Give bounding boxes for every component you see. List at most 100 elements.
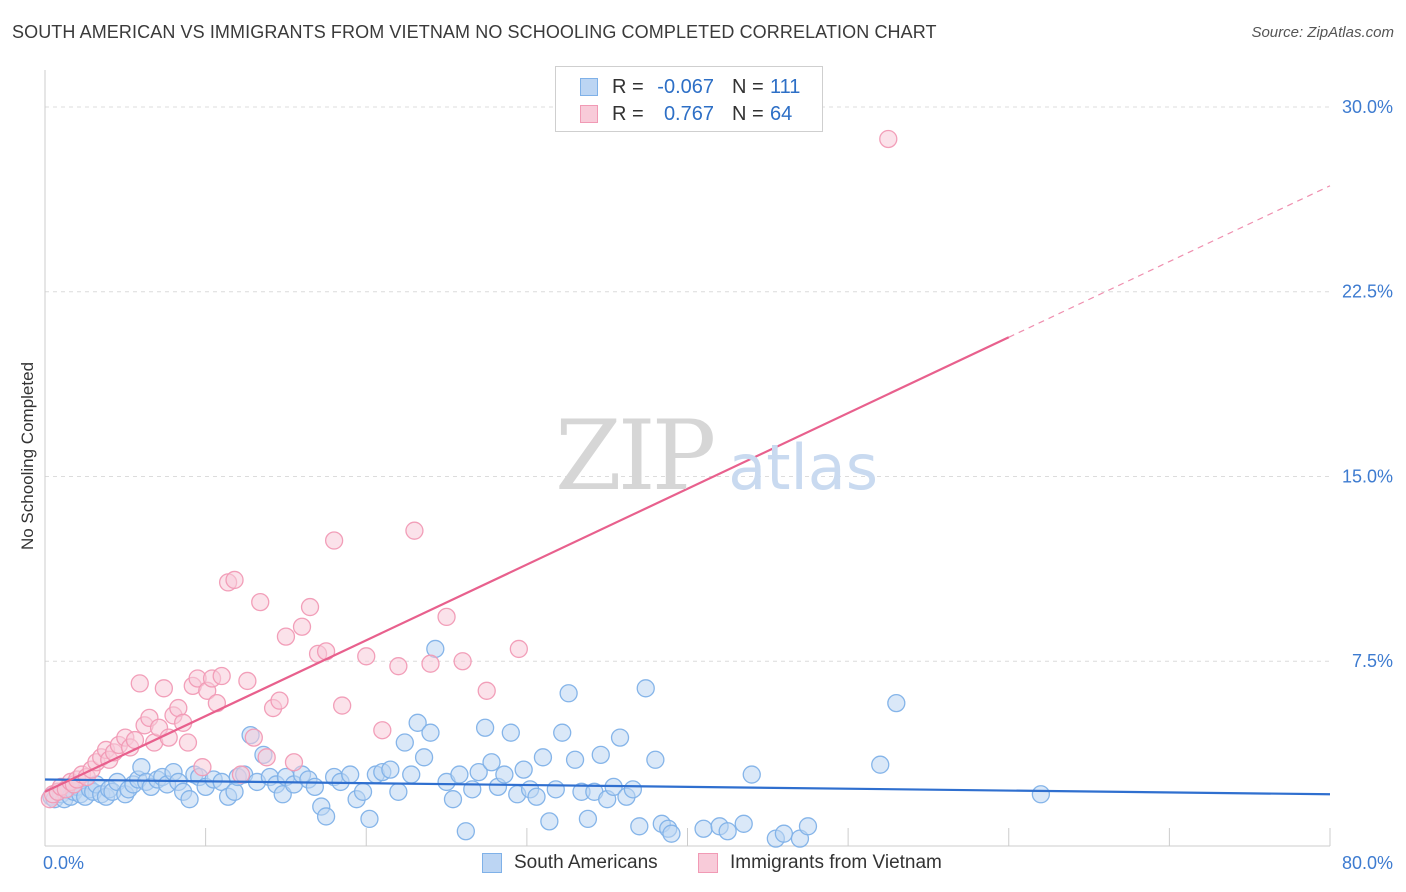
- correlation-legend: R = -0.067 N = 111 R = 0.767 N = 64: [555, 66, 823, 132]
- legend-label: Immigrants from Vietnam: [730, 852, 942, 873]
- point-south-american: [402, 765, 421, 784]
- point-vietnam-immigrant: [284, 753, 304, 772]
- n-label: N =: [732, 75, 764, 98]
- point-south-american: [469, 762, 488, 782]
- point-south-american: [742, 765, 761, 784]
- n-value: 111: [770, 75, 801, 98]
- point-vietnam-immigrant: [421, 654, 440, 673]
- point-vietnam-immigrant: [373, 721, 392, 740]
- point-south-american: [389, 782, 408, 801]
- trend-line-south-americans: [44, 778, 1331, 796]
- point-south-american: [1031, 785, 1051, 804]
- legend-swatch-blue: [580, 78, 598, 96]
- r-label: R =: [612, 102, 644, 125]
- point-south-american: [630, 817, 649, 836]
- point-vietnam-immigrant: [270, 691, 289, 710]
- point-south-american: [636, 679, 655, 698]
- x-ticks: [205, 828, 1331, 846]
- point-vietnam-immigrant: [292, 617, 312, 636]
- point-south-american: [662, 824, 681, 843]
- point-vietnam-immigrant: [238, 671, 257, 691]
- y-axis-label: No Schooling Completed: [18, 361, 37, 551]
- point-south-american: [316, 807, 336, 826]
- point-south-american: [381, 760, 400, 779]
- point-vietnam-immigrant: [212, 666, 231, 686]
- x-tick-label: 80.0%: [1342, 853, 1393, 873]
- point-vietnam-immigrant: [437, 607, 456, 627]
- point-vietnam-immigrant: [324, 531, 344, 550]
- legend-swatch-pink: [580, 105, 598, 123]
- point-south-american: [533, 748, 553, 767]
- point-south-american: [540, 812, 559, 831]
- point-south-american: [591, 745, 610, 765]
- point-vietnam-immigrant: [276, 627, 296, 646]
- legend-swatch-pink: [698, 853, 718, 873]
- n-label: N =: [732, 102, 764, 125]
- point-south-american: [225, 782, 244, 801]
- point-south-american: [414, 748, 434, 767]
- point-vietnam-immigrant: [193, 758, 212, 777]
- point-south-american: [734, 814, 753, 833]
- point-south-american: [501, 723, 520, 742]
- legend-swatch-blue: [482, 853, 502, 873]
- point-south-american: [610, 728, 630, 747]
- point-south-american: [546, 780, 565, 799]
- point-south-american: [456, 822, 475, 841]
- point-vietnam-immigrant: [225, 570, 244, 590]
- point-south-american: [798, 817, 818, 836]
- data-points: [40, 129, 1051, 848]
- point-south-american: [180, 790, 199, 809]
- trend-line-vietnam-extension: [1008, 185, 1331, 338]
- n-value: 64: [770, 102, 793, 125]
- legend-label: South Americans: [514, 852, 658, 873]
- point-south-american: [482, 753, 501, 772]
- point-vietnam-immigrant: [389, 657, 408, 676]
- x-tick-labels: 0.0% 80.0%: [43, 853, 1393, 873]
- point-south-american: [559, 684, 578, 703]
- point-south-american: [421, 723, 440, 742]
- watermark: ZIP atlas: [555, 400, 878, 512]
- watermark-atlas: atlas: [728, 431, 879, 504]
- point-vietnam-immigrant: [300, 597, 320, 617]
- chart-title: SOUTH AMERICAN VS IMMIGRANTS FROM VIETNA…: [12, 22, 937, 42]
- point-vietnam-immigrant: [251, 592, 270, 612]
- point-vietnam-immigrant: [333, 696, 352, 715]
- point-south-american: [774, 824, 794, 843]
- point-vietnam-immigrant: [509, 639, 528, 659]
- point-south-american: [565, 750, 585, 769]
- point-south-american: [475, 718, 495, 737]
- point-south-american: [450, 765, 469, 784]
- point-south-american: [623, 780, 643, 799]
- point-vietnam-immigrant: [879, 129, 898, 149]
- source-label: Source: ZipAtlas.com: [1251, 24, 1394, 41]
- point-south-american: [871, 755, 890, 774]
- y-tick-label: 30.0%: [1342, 97, 1393, 117]
- point-vietnam-immigrant: [477, 681, 496, 700]
- point-vietnam-immigrant: [231, 765, 251, 784]
- point-vietnam-immigrant: [244, 728, 263, 747]
- y-tick-label: 22.5%: [1342, 282, 1393, 302]
- point-south-american: [395, 733, 414, 752]
- point-south-american: [646, 750, 665, 769]
- point-vietnam-immigrant: [257, 748, 276, 767]
- point-vietnam-immigrant: [154, 679, 174, 698]
- point-south-american: [887, 693, 906, 713]
- legend-item-immigrants-vietnam[interactable]: Immigrants from Vietnam: [698, 852, 942, 874]
- series-legend: South Americans Immigrants from Vietnam: [0, 850, 1406, 878]
- watermark-zip: ZIP: [555, 400, 716, 512]
- point-vietnam-immigrant: [453, 652, 472, 671]
- point-south-american: [718, 822, 737, 841]
- point-south-american: [514, 760, 533, 779]
- point-south-american: [353, 782, 373, 801]
- point-vietnam-immigrant: [357, 647, 376, 666]
- legend-item-south-americans[interactable]: South Americans: [482, 852, 658, 874]
- point-south-american: [694, 819, 713, 838]
- r-value: -0.067: [657, 75, 714, 98]
- point-south-american: [341, 765, 360, 784]
- point-south-american: [443, 790, 463, 809]
- trend-lines: [44, 185, 1331, 796]
- point-south-american: [408, 713, 427, 732]
- point-south-american: [578, 809, 598, 829]
- legend-row-south-americans: R = -0.067 N = 111: [580, 75, 800, 99]
